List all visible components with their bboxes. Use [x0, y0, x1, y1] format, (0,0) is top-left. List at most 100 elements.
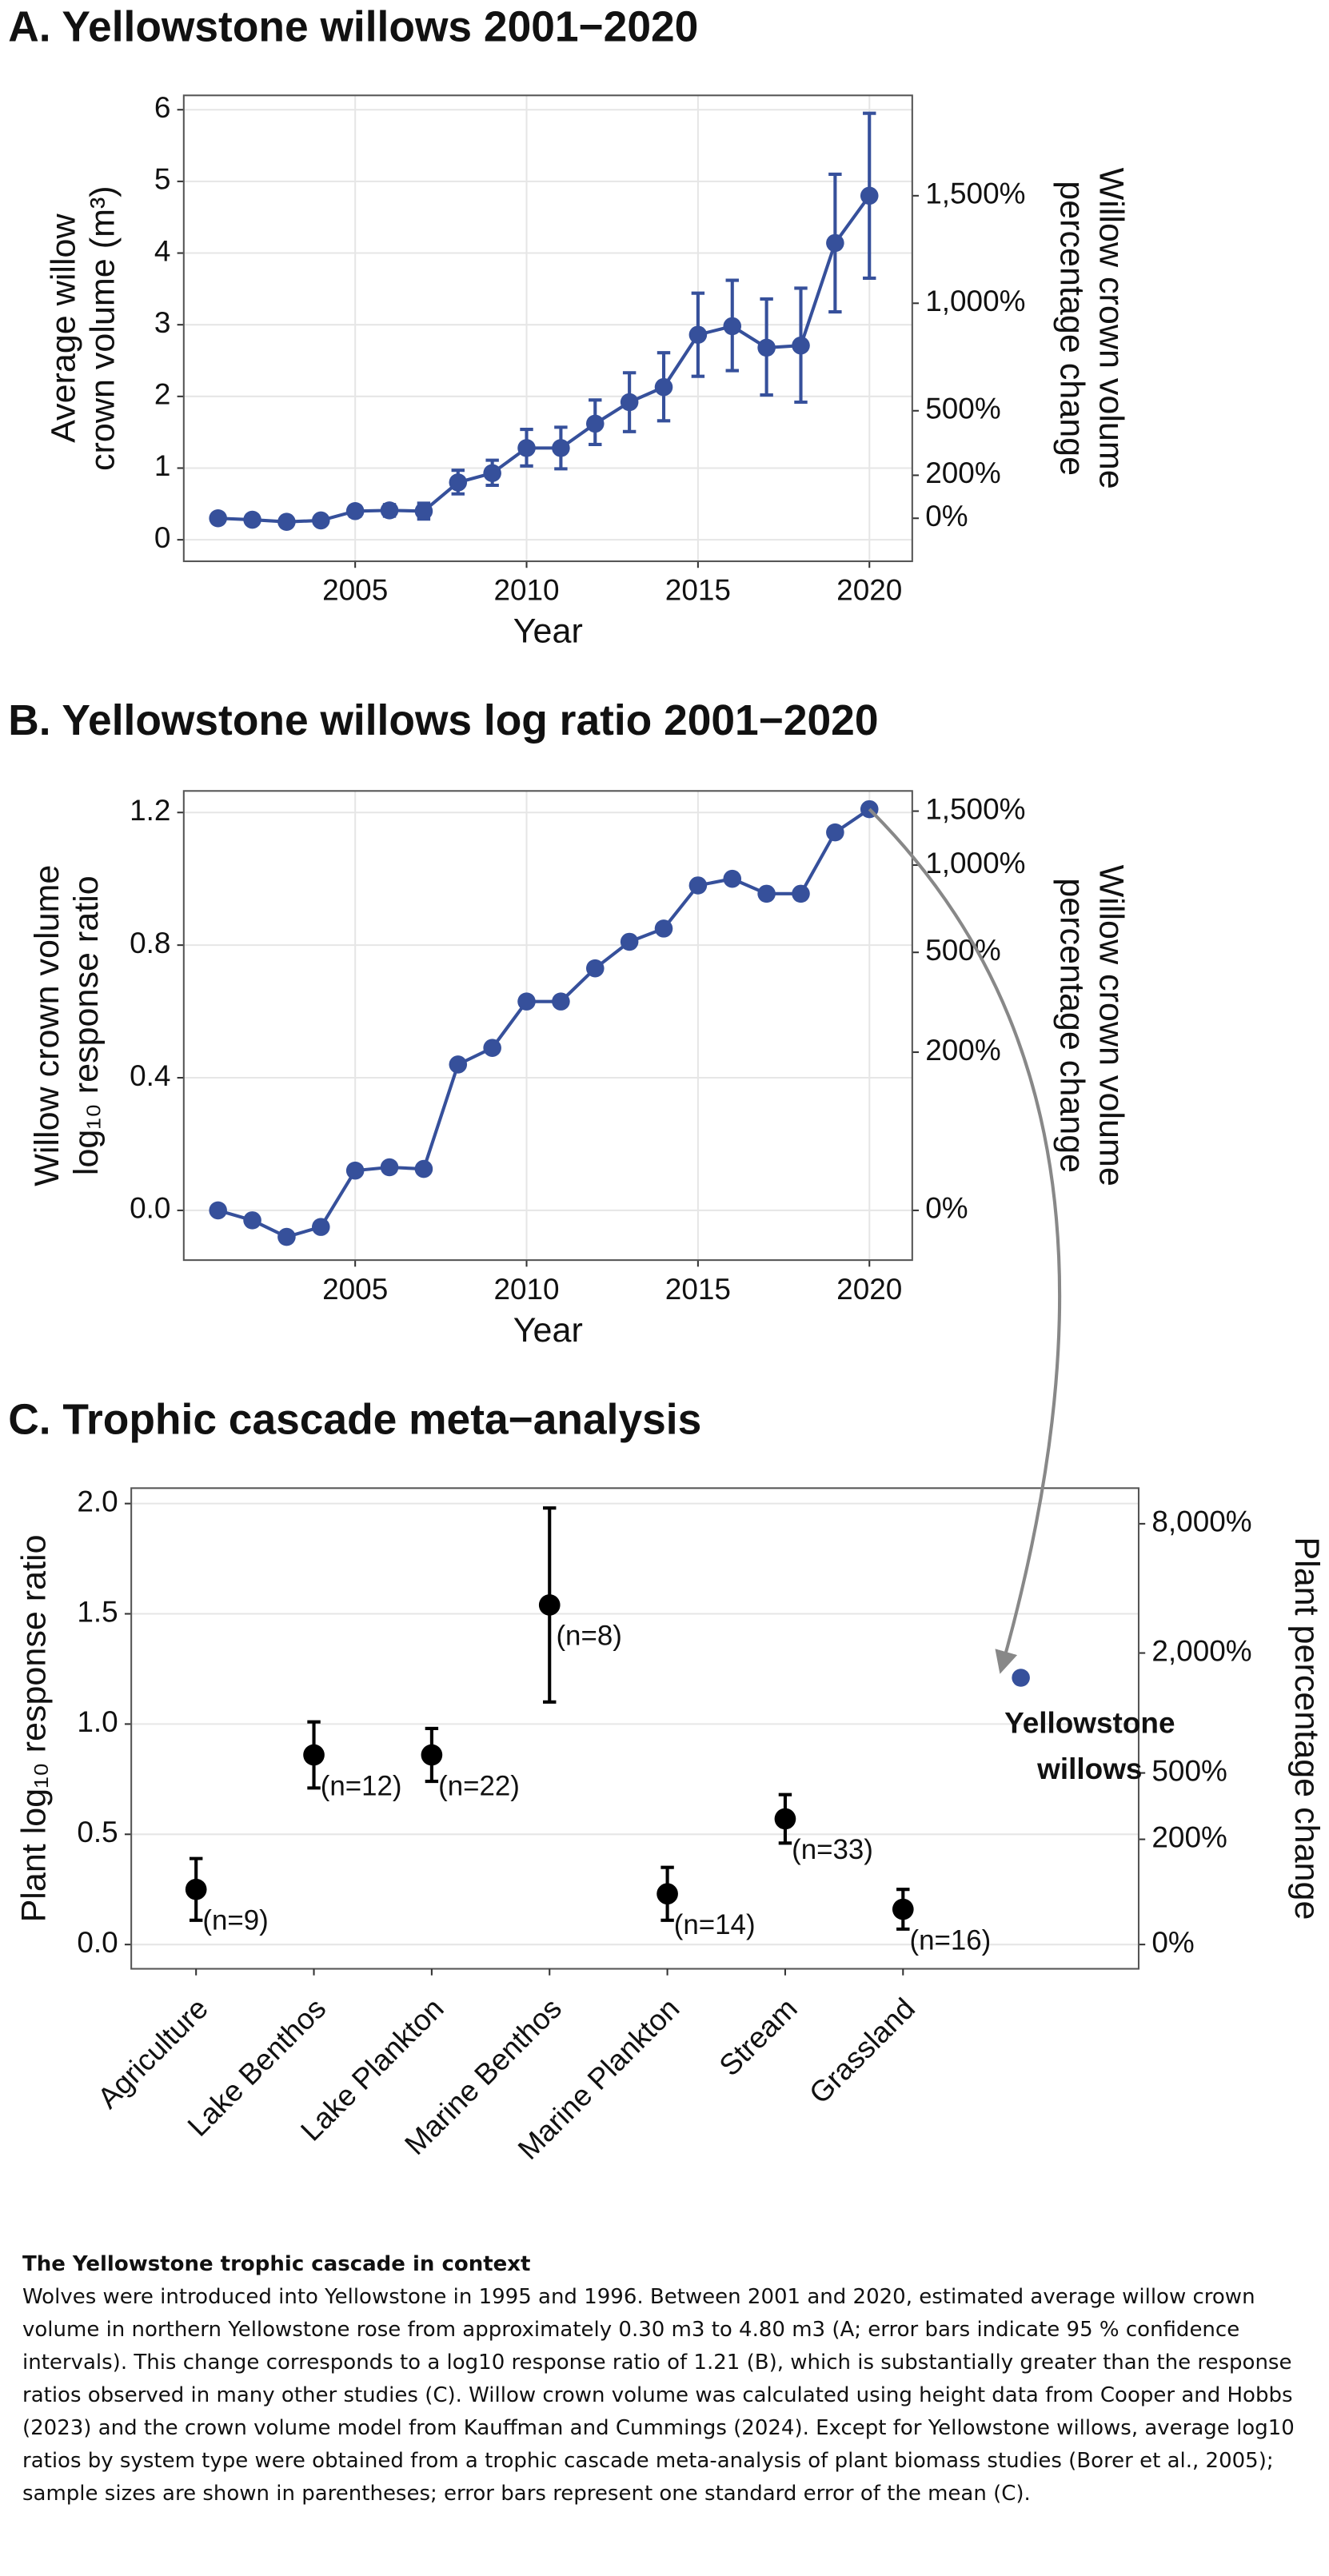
x-tick-label: 2010	[493, 574, 559, 607]
point	[303, 1744, 325, 1766]
point	[826, 823, 844, 842]
annotation: willows	[1036, 1753, 1142, 1785]
point	[688, 876, 708, 895]
point	[345, 501, 365, 520]
y-tick-label: 1.2	[130, 794, 170, 827]
point	[414, 1159, 433, 1178]
y2-tick-label: 500%	[925, 393, 1000, 425]
y-tick-label: 4	[154, 234, 171, 267]
x-tick-label: 2015	[665, 574, 731, 607]
point	[774, 1808, 796, 1830]
y2-tick-label: 200%	[925, 457, 1000, 489]
point	[483, 464, 501, 483]
y2-axis-label: Willow crown volume	[1092, 168, 1131, 489]
point	[654, 377, 673, 397]
point	[345, 1161, 365, 1180]
y-tick-label: 0.5	[77, 1816, 118, 1848]
point	[243, 510, 261, 529]
point	[792, 884, 810, 903]
y-tick-label: 0.0	[77, 1926, 118, 1959]
point	[380, 1158, 399, 1177]
y-tick-label: 2.0	[77, 1485, 118, 1517]
y2-tick-label: 1,000%	[925, 285, 1025, 317]
point	[517, 992, 536, 1011]
y-tick-label: 0	[154, 521, 171, 554]
category-label: Agriculture	[91, 1992, 214, 2115]
y-tick-label: 1.5	[77, 1595, 118, 1628]
y2-tick-label: 0%	[925, 1192, 968, 1225]
y-axis-label: Willow crown volume	[28, 865, 66, 1186]
y2-tick-label: 0%	[925, 500, 968, 532]
chart-title: C. Trophic cascade meta−analysis	[8, 1396, 701, 1443]
x-tick-label: 2020	[836, 574, 902, 607]
caption: The Yellowstone trophic cascade in conte…	[22, 2248, 1306, 2510]
point	[620, 932, 639, 951]
y2-axis-label: percentage change	[1052, 181, 1091, 476]
point	[585, 959, 605, 978]
point	[585, 414, 605, 433]
plot-background	[131, 1488, 1139, 1969]
y-tick-label: 0.8	[130, 927, 170, 959]
y-tick-label: 0.0	[130, 1192, 170, 1225]
y-tick-label: 0.4	[130, 1059, 170, 1092]
y2-tick-label: 200%	[925, 1034, 1000, 1067]
point	[1012, 1669, 1030, 1687]
x-tick-label: 2010	[493, 1273, 559, 1306]
sample-size-label: (n=22)	[438, 1770, 520, 1801]
y-tick-label: 1	[154, 449, 171, 482]
x-axis-label: Year	[513, 612, 583, 651]
point	[892, 1898, 914, 1920]
y2-axis-label: Willow crown volume	[1092, 865, 1131, 1186]
point	[277, 512, 296, 532]
point	[312, 1218, 330, 1236]
point	[414, 501, 433, 520]
y-axis-label: log₁₀ response ratio	[67, 875, 106, 1175]
point	[243, 1211, 261, 1230]
x-tick-label: 2015	[665, 1273, 731, 1306]
point	[449, 1055, 468, 1074]
y-tick-label: 5	[154, 163, 171, 196]
sample-size-label: (n=14)	[674, 1909, 756, 1940]
caption-title: The Yellowstone trophic cascade in conte…	[22, 2252, 531, 2276]
plot-background	[183, 791, 912, 1261]
y2-axis-label: Plant percentage change	[1287, 1537, 1326, 1920]
point	[723, 869, 742, 888]
point	[654, 919, 673, 938]
point	[688, 325, 708, 345]
point	[312, 511, 330, 530]
point	[792, 336, 810, 355]
connector-arrow	[868, 807, 1062, 1674]
x-tick-label: 2020	[836, 1273, 902, 1306]
y2-tick-label: 1,500%	[925, 792, 1025, 825]
point	[209, 1201, 227, 1220]
y-axis-label: crown volume (m³)	[84, 185, 122, 471]
plot-frame	[182, 94, 913, 563]
y2-tick-label: 2,000%	[1151, 1634, 1251, 1667]
sample-size-label: (n=8)	[556, 1621, 621, 1652]
y-axis-label: Average willow	[44, 213, 82, 443]
sample-size-label: (n=9)	[202, 1904, 268, 1936]
caption-text: Wolves were introduced into Yellowstone …	[22, 2285, 1295, 2506]
sample-size-label: (n=16)	[909, 1924, 991, 1956]
y2-tick-label: 0%	[1151, 1926, 1194, 1959]
chart-title: B. Yellowstone willows log ratio 2001−20…	[8, 697, 878, 744]
point	[552, 992, 570, 1011]
y2-tick-label: 500%	[925, 934, 1000, 967]
sample-size-label: (n=33)	[792, 1834, 873, 1865]
plot-background	[183, 95, 912, 562]
point	[860, 186, 879, 205]
y2-tick-label: 1,500%	[925, 177, 1025, 210]
y2-tick-label: 200%	[1151, 1820, 1227, 1853]
point	[421, 1744, 443, 1766]
point	[657, 1883, 678, 1905]
point	[517, 439, 536, 457]
plot-frame	[130, 1487, 1140, 1970]
point	[757, 338, 776, 357]
point	[757, 884, 776, 903]
annotation: Yellowstone	[1004, 1707, 1175, 1740]
chart-title: A. Yellowstone willows 2001−2020	[8, 3, 698, 50]
sample-size-label: (n=12)	[321, 1770, 402, 1801]
y2-axis-label: percentage change	[1052, 878, 1091, 1173]
